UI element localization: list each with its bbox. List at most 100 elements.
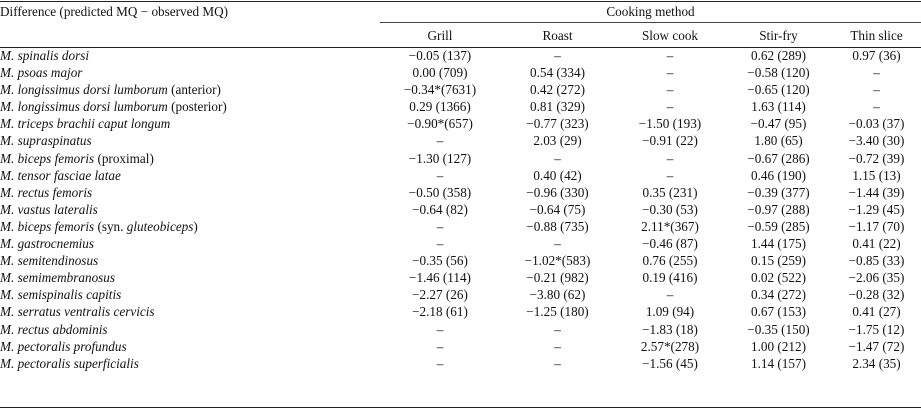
- value-cell-slow-cook: −1.56 (45): [642, 355, 698, 371]
- muscle-qualifier: (proximal): [94, 150, 154, 166]
- muscle-name: M. semispinalis capitis: [0, 287, 122, 303]
- value-cell-roast: −1.25 (180): [526, 304, 589, 320]
- muscle-name-cell: M. biceps femoris (proximal): [0, 150, 380, 167]
- value-cell-stir-fry: 1.63 (114): [751, 99, 806, 115]
- value-cell-grill: −2.27 (26): [412, 287, 468, 303]
- value-cell-thin-slice: −1.44 (39): [848, 184, 905, 200]
- value-cell-slow-cook: –: [666, 287, 674, 303]
- value-cell-stir-fry: −0.65 (120): [747, 82, 810, 98]
- value-cell-slow-cook: –: [666, 150, 674, 166]
- muscle-difference-table: Grill Roast Slow cook Stir-fry Thin slic…: [0, 25, 921, 372]
- muscle-name: M. pectoralis superficialis: [0, 355, 139, 371]
- value-cell-slow-cook: –: [666, 99, 674, 115]
- value-cell-stir-fry: 1.14 (157): [751, 355, 806, 371]
- value-cell-roast: –: [554, 321, 561, 337]
- value-cell-thin-slice: −1.29 (45): [848, 201, 905, 217]
- table-row: M. triceps brachii caput longum −0.90*(65…: [0, 115, 921, 132]
- value-cell-stir-fry: 1.00 (212): [751, 338, 806, 354]
- muscle-name: M. tensor fasciae latae: [0, 167, 121, 183]
- table-row: M. semimembranosus −1.46 (114) −0.21 (982)…: [0, 269, 921, 286]
- value-cell-thin-slice: 0.97 (36): [852, 48, 901, 63]
- top-rule: [0, 1, 921, 2]
- value-cell-roast: –: [554, 48, 561, 63]
- value-cell-stir-fry: −0.59 (285): [747, 218, 810, 234]
- value-cell-thin-slice: −0.72 (39): [848, 150, 905, 166]
- value-cell-grill: −0.90*(657): [407, 116, 473, 132]
- muscle-name-cell: M. pectoralis superficialis: [0, 355, 380, 372]
- muscle-synonym: gluteobiceps: [126, 218, 194, 234]
- value-cell-stir-fry: −0.39 (377): [747, 184, 810, 200]
- muscle-name-cell: M. biceps femoris (syn. gluteobiceps): [0, 218, 380, 235]
- muscle-name-cell: M. triceps brachii caput longum: [0, 115, 380, 132]
- value-cell-thin-slice: −0.03 (37): [848, 116, 905, 132]
- value-cell-grill: −0.34*(7631): [403, 82, 477, 98]
- muscle-qualifier: (syn.: [94, 218, 127, 234]
- value-cell-roast: −0.96 (330): [526, 184, 589, 200]
- value-cell-stir-fry: 0.34 (272): [751, 287, 806, 303]
- column-header-grill: Grill: [427, 28, 453, 43]
- value-cell-thin-slice: −0.85 (33): [848, 253, 905, 269]
- table-row: M. tensor fasciae latae – 0.40 (42) – 0.46 (…: [0, 167, 921, 184]
- muscle-name-cell: M. semitendinosus: [0, 252, 380, 269]
- muscle-name: M. rectus abdominis: [0, 321, 108, 337]
- muscle-qualifier: (anterior): [167, 82, 221, 98]
- muscle-name: M. vastus lateralis: [0, 201, 98, 217]
- table-row: M. biceps femoris (proximal) −1.30 (127) –…: [0, 150, 921, 167]
- muscle-name-cell: M. rectus femoris: [0, 184, 380, 201]
- muscle-name-cell: M. pectoralis profundus: [0, 338, 380, 355]
- value-cell-thin-slice: −2.06 (35): [848, 270, 905, 286]
- value-cell-thin-slice: −1.75 (12): [848, 321, 905, 337]
- muscle-name-cell: M. longissimus dorsi lumborum (posterior…: [0, 98, 380, 115]
- value-cell-slow-cook: 2.57*(278): [640, 338, 700, 354]
- column-header-row: Grill Roast Slow cook Stir-fry Thin slic…: [0, 25, 921, 47]
- value-cell-roast: −0.21 (982): [526, 270, 589, 286]
- value-cell-slow-cook: –: [666, 82, 674, 98]
- muscle-name-cell: M. psoas major: [0, 64, 380, 81]
- muscle-name: M. semimembranosus: [0, 270, 116, 286]
- value-cell-thin-slice: –: [873, 65, 880, 81]
- value-cell-grill: –: [436, 355, 444, 371]
- bottom-rule: [0, 407, 921, 408]
- table-row: M. pectoralis profundus – – 2.57*(278) 1.00 …: [0, 338, 921, 355]
- value-cell-roast: 0.54 (334): [530, 65, 585, 81]
- cooking-method-header: Cooking method: [606, 4, 695, 19]
- value-cell-roast: –: [554, 338, 561, 354]
- muscle-name: M. longissimus dorsi lumborum: [0, 99, 168, 115]
- column-header-slow-cook: Slow cook: [641, 28, 699, 43]
- table-row: M. vastus lateralis −0.64 (82) −0.64 (75) −…: [0, 201, 921, 218]
- value-cell-grill: –: [436, 236, 444, 252]
- value-cell-grill: −0.35 (56): [412, 253, 468, 269]
- value-cell-grill: −2.18 (61): [412, 304, 468, 320]
- muscle-name: M. gastrocnemius: [0, 236, 95, 252]
- muscle-name: M. rectus femoris: [0, 184, 93, 200]
- table-row: M. supraspinatus – 2.03 (29) −0.91 (22) 1.80…: [0, 132, 921, 149]
- value-cell-slow-cook: −1.50 (193): [638, 116, 702, 132]
- value-cell-thin-slice: –: [873, 82, 880, 98]
- value-cell-stir-fry: 0.67 (153): [751, 304, 806, 320]
- muscle-name-cell: M. supraspinatus: [0, 132, 380, 149]
- table-row: M. longissimus dorsi lumborum (posterior…: [0, 98, 921, 115]
- value-cell-thin-slice: –: [873, 99, 880, 115]
- value-cell-thin-slice: 0.41 (22): [852, 236, 901, 252]
- value-cell-roast: 2.03 (29): [533, 133, 582, 149]
- muscle-name: M. supraspinatus: [0, 133, 92, 149]
- value-cell-slow-cook: 0.35 (231): [642, 184, 698, 200]
- value-cell-thin-slice: −1.17 (70): [848, 218, 905, 234]
- value-cell-slow-cook: 0.19 (416): [642, 270, 698, 286]
- value-cell-grill: 0.29 (1366): [409, 99, 471, 115]
- muscle-name-cell: M. semispinalis capitis: [0, 286, 380, 303]
- value-cell-stir-fry: 0.02 (522): [751, 270, 806, 286]
- value-cell-roast: –: [554, 150, 561, 166]
- table-row: M. pectoralis superficialis – – −1.56 (45) 1…: [0, 355, 921, 372]
- table-row: M. biceps femoris (syn. gluteobiceps) – −0…: [0, 218, 921, 235]
- value-cell-stir-fry: 0.15 (259): [751, 253, 806, 269]
- muscle-name-cell: M. longissimus dorsi lumborum (anterior): [0, 81, 380, 98]
- value-cell-roast: −3.80 (62): [529, 287, 586, 303]
- table-row: M. semitendinosus −0.35 (56) −1.02*(583) 0.…: [0, 252, 921, 269]
- value-cell-roast: −1.02*(583): [524, 253, 591, 269]
- value-cell-slow-cook: –: [666, 65, 674, 81]
- value-cell-stir-fry: −0.58 (120): [747, 65, 810, 81]
- value-cell-roast: −0.77 (323): [526, 116, 589, 132]
- value-cell-slow-cook: 0.76 (255): [642, 253, 698, 269]
